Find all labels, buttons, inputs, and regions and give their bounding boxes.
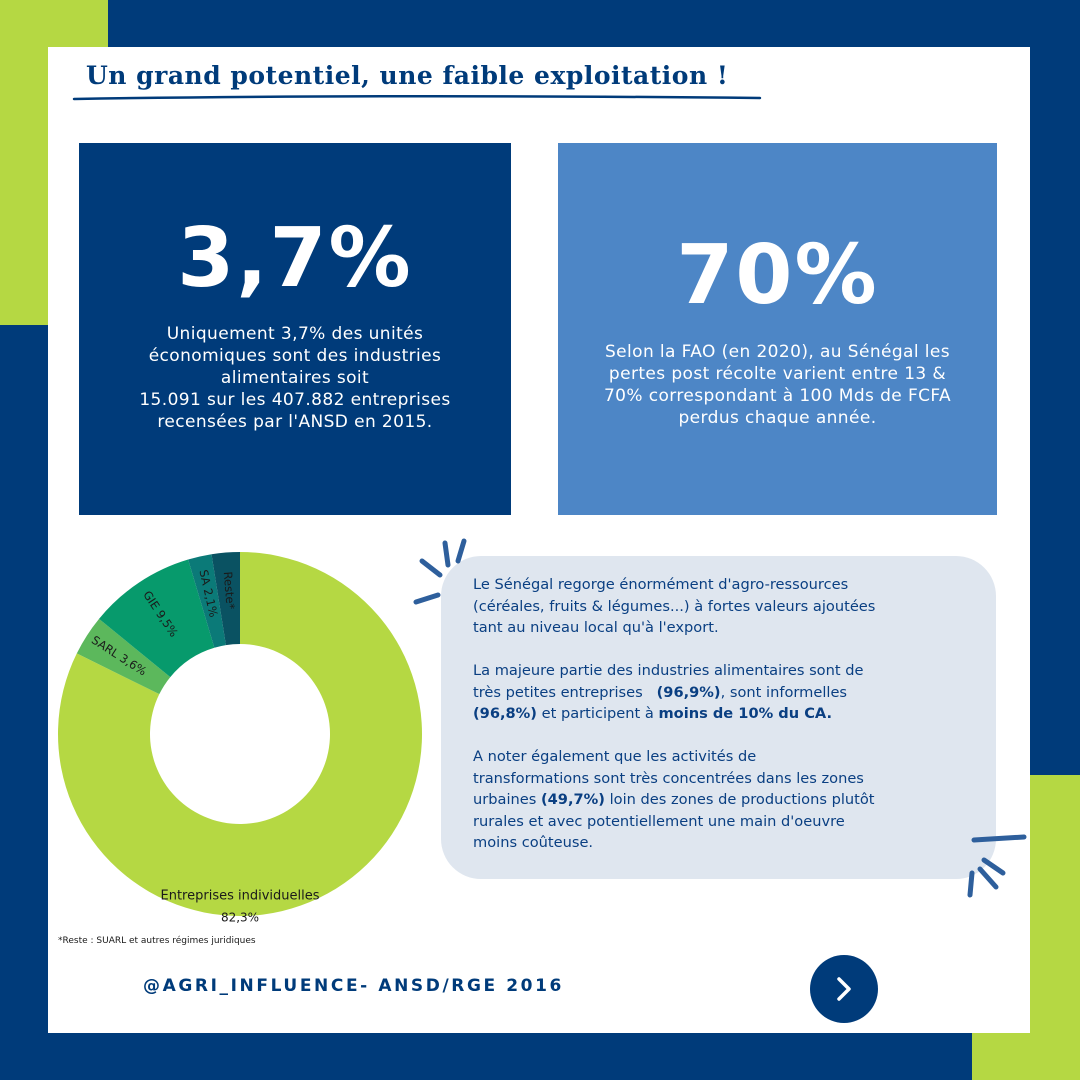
- bubble-line: A noter également que les activités de: [473, 748, 757, 765]
- bubble-text: urbaines: [473, 791, 541, 808]
- bubble-line: (céréales, fruits & légumes...) à fortes…: [473, 597, 876, 615]
- bubble-line: moins coûteuse.: [473, 834, 594, 851]
- title-underline: [72, 94, 762, 101]
- donut-slice-entreprises-individuelles: [58, 552, 423, 916]
- chart-footnote: *Reste : SUARL et autres régimes juridiq…: [58, 936, 256, 946]
- stat-value: 70%: [676, 228, 879, 323]
- bubble-line: urbaines (49,7%) loin des zones de produ…: [473, 789, 970, 811]
- stat-box-losses: 70% Selon la FAO (en 2020), au Sénégal l…: [558, 143, 997, 515]
- donut-slice-reste: [211, 552, 240, 646]
- chevron-right-icon: [837, 977, 851, 1001]
- bubble-line: (96,8%) et participent à moins de 10% du…: [473, 703, 970, 725]
- slice-value-label: 82,3%: [221, 911, 259, 925]
- stat-description: Uniquement 3,7% des unités économiques s…: [99, 323, 491, 433]
- bubble-highlight: moins de 10% du CA.: [658, 705, 833, 722]
- info-bubble: Le Sénégal regorge énormément d'agro-res…: [441, 556, 996, 879]
- bubble-line: transformations sont très concentrées da…: [473, 769, 864, 787]
- stat-description-line: Selon la FAO (en 2020), au Sénégal les: [604, 342, 951, 362]
- bubble-text: , sont informelles: [720, 683, 848, 701]
- next-button[interactable]: [810, 955, 878, 1023]
- stat-description-line: perdus chaque année.: [678, 408, 877, 428]
- donut-slice-sarl: [76, 618, 171, 695]
- stat-description-line: alimentaires soit: [220, 368, 370, 388]
- bubble-paragraph: A noter également que les activités de t…: [473, 746, 970, 854]
- footer-credit: @AGRI_INFLUENCE- ANSD/RGE 2016: [143, 976, 564, 996]
- bubble-line: très petites entreprises (96,9%), sont i…: [473, 682, 970, 704]
- stat-description-line: 15.091 sur les 407.882 entreprises: [139, 390, 451, 410]
- stat-description-line: Uniquement 3,7% des unités: [166, 324, 424, 344]
- donut-slice-sa: [188, 554, 226, 648]
- stat-description: Selon la FAO (en 2020), au Sénégal les p…: [578, 341, 977, 429]
- stat-description-line: économiques sont des industries: [148, 346, 442, 366]
- stat-value: 3,7%: [177, 211, 413, 306]
- stat-description-line: 70% correspondant à 100 Mds de FCFA: [603, 386, 952, 406]
- bubble-highlight: (96,8%): [473, 705, 537, 722]
- bubble-line: Le Sénégal regorge énormément d'agro-res…: [473, 576, 849, 593]
- bubble-paragraph: Le Sénégal regorge énormément d'agro-res…: [473, 574, 970, 639]
- bubble-highlight: (49,7%): [540, 791, 605, 808]
- slice-label: Entreprises individuelles: [161, 889, 320, 904]
- slice-label: Reste*: [221, 571, 238, 610]
- bubble-text: très petites entreprises: [473, 683, 657, 701]
- bubble-text: loin des zones de productions plutôt: [604, 791, 875, 808]
- stat-description-line: recensées par l'ANSD en 2015.: [157, 412, 433, 432]
- burst-dashes-bottom-right: [967, 834, 1027, 898]
- page-title: Un grand potentiel, une faible exploitat…: [86, 61, 729, 90]
- donut-slice-gie: [99, 559, 215, 678]
- stat-box-industries: 3,7% Uniquement 3,7% des unités économiq…: [79, 143, 511, 515]
- bubble-line: La majeure partie des industries aliment…: [473, 662, 864, 679]
- bubble-text: et participent à: [536, 705, 659, 722]
- bubble-highlight: (96,9%): [656, 683, 721, 701]
- burst-dashes-top-left: [413, 538, 467, 605]
- bubble-paragraph: La majeure partie des industries aliment…: [473, 660, 970, 725]
- bubble-line: tant au niveau local qu'à l'export.: [473, 619, 719, 636]
- bubble-line: rurales et avec potentiellement une main…: [473, 812, 845, 830]
- stat-description-line: pertes post récolte varient entre 13 &: [608, 364, 947, 384]
- content-card: Un grand potentiel, une faible exploitat…: [48, 47, 1030, 1033]
